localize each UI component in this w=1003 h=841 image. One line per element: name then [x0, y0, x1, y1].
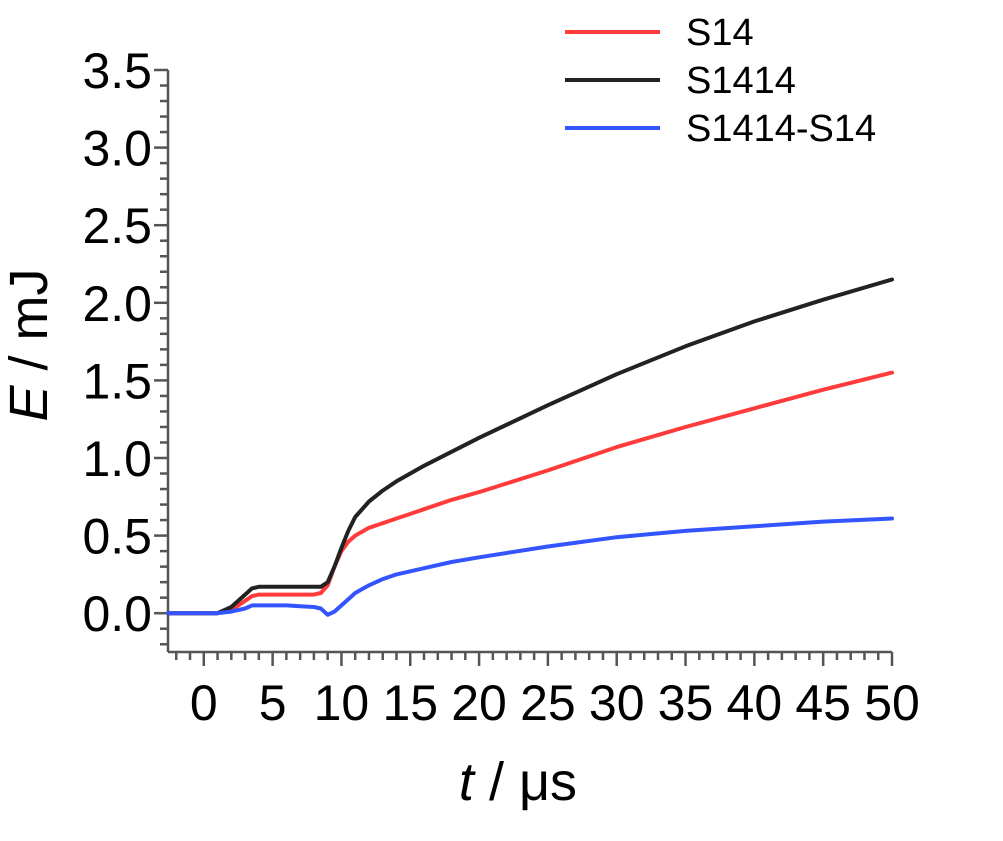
axes: 0 5 10 15 20 25 30 35 40 45 50 0.0 0.5 1.0 1.5 2.0 2.5 3.… — [82, 43, 919, 731]
y-tick-label: 2.0 — [82, 276, 152, 332]
x-tick-label: 10 — [314, 675, 370, 731]
x-tick-label: 40 — [727, 675, 783, 731]
series-line-s14 — [166, 370, 894, 616]
y-tick-label: 3.0 — [82, 121, 152, 177]
x-tick-label: 20 — [451, 675, 507, 731]
y-axis-title: E / mJ — [0, 268, 59, 421]
x-axis-unit: / μs — [474, 752, 577, 812]
y-tick-label: 2.5 — [82, 198, 152, 254]
series-layer — [166, 277, 894, 617]
y-tick-label: 0.5 — [82, 509, 152, 565]
x-tick-label: 30 — [589, 675, 645, 731]
y-axis-variable: E — [0, 385, 59, 422]
x-tick-label: 35 — [658, 675, 714, 731]
series-line-s1414 — [166, 277, 894, 616]
legend-label-s1414-s14: S1414-S14 — [686, 108, 876, 150]
y-tick-label: 0.0 — [82, 586, 152, 642]
y-axis-unit: / mJ — [0, 268, 59, 385]
series-line-s1414-s14 — [166, 516, 894, 617]
x-tick-label: 15 — [382, 675, 438, 731]
legend: S14 S1414 S1414-S14 — [565, 12, 876, 150]
x-axis-title: t / μs — [459, 752, 577, 812]
x-tick-label: 0 — [190, 675, 218, 731]
x-tick-label: 5 — [259, 675, 287, 731]
legend-label-s14: S14 — [686, 12, 754, 54]
x-tick-label: 25 — [520, 675, 576, 731]
x-tick-label: 50 — [864, 675, 920, 731]
legend-label-s1414: S1414 — [686, 60, 796, 102]
x-tick-label: 45 — [795, 675, 851, 731]
x-axis-variable: t — [459, 752, 476, 812]
y-tick-label: 1.5 — [82, 353, 152, 409]
y-tick-label: 3.5 — [82, 43, 152, 99]
y-tick-label: 1.0 — [82, 431, 152, 487]
